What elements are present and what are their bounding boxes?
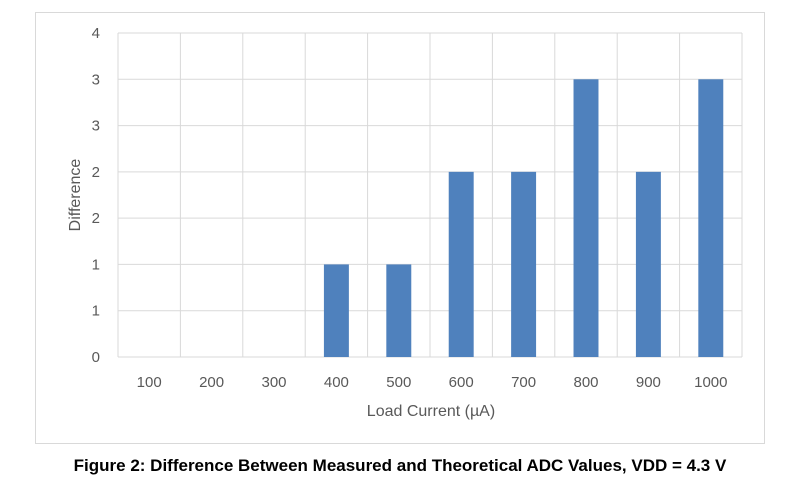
x-axis-title: Load Current (µA)	[367, 403, 495, 420]
y-axis-title: Difference	[67, 159, 84, 232]
y-tick-labels: 0 1 1 2 2 3 3 4	[92, 25, 100, 366]
bar-500	[386, 264, 412, 357]
bar-900	[635, 171, 661, 357]
y-tick-label: 1	[92, 256, 100, 273]
x-tick-label: 700	[511, 374, 536, 391]
bar-layer	[323, 79, 724, 358]
bar-400	[323, 264, 349, 357]
bar-chart: 0 1 1 2 2 3 3 4 100 200 300 400 500 600 700 800 900 1000…	[67, 25, 743, 420]
x-tick-label: 500	[386, 374, 411, 391]
x-tick-label: 900	[636, 374, 661, 391]
y-tick-label: 3	[92, 118, 100, 135]
x-tick-label: 300	[261, 374, 286, 391]
y-tick-label: 2	[92, 164, 100, 181]
x-tick-label: 1000	[694, 374, 727, 391]
y-tick-label: 1	[92, 303, 100, 320]
y-tick-label: 2	[92, 210, 100, 227]
x-tick-label: 400	[324, 374, 349, 391]
bar-1000	[698, 79, 724, 358]
y-tick-label: 4	[92, 25, 100, 42]
bar-800	[573, 79, 599, 358]
x-tick-label: 200	[199, 374, 224, 391]
y-tick-label: 3	[92, 71, 100, 88]
figure-caption: Figure 2: Difference Between Measured an…	[73, 456, 727, 475]
bar-600	[448, 171, 474, 357]
x-tick-labels: 100 200 300 400 500 600 700 800 900 1000	[137, 374, 728, 391]
x-tick-label: 800	[573, 374, 598, 391]
x-tick-label: 100	[137, 374, 162, 391]
bar-700	[511, 171, 537, 357]
x-tick-label: 600	[449, 374, 474, 391]
y-tick-label: 0	[92, 349, 100, 366]
